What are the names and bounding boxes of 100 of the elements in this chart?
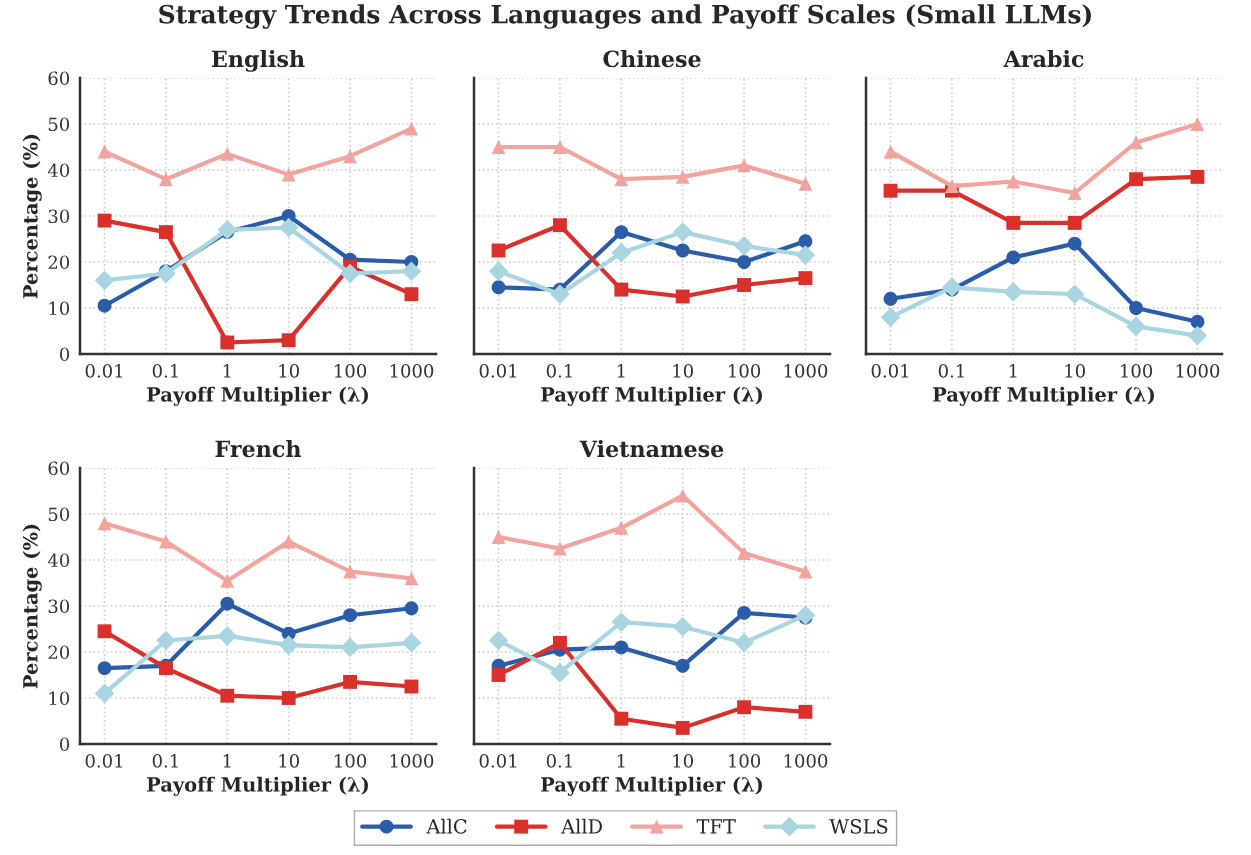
point (343, 608, 358, 623)
point (1187, 325, 1208, 346)
x-tick-label: 10 (279, 754, 299, 768)
point (734, 236, 754, 256)
x-tick-label: 1 (1009, 364, 1017, 378)
x-tick-label: 1000 (1176, 364, 1220, 378)
point (404, 287, 419, 302)
point (675, 658, 690, 673)
point (278, 217, 299, 238)
point (672, 222, 693, 242)
point (220, 688, 235, 703)
point (1190, 314, 1205, 329)
point (737, 278, 752, 292)
y-tick-label: 60 (48, 71, 70, 86)
point (1129, 301, 1144, 315)
point (614, 711, 629, 726)
point (220, 596, 235, 611)
y-tick-label: 30 (48, 209, 70, 224)
point (614, 640, 629, 655)
x-tick-label: 100 (335, 754, 367, 768)
x-tick-label: 0.01 (479, 754, 517, 768)
point (675, 488, 690, 503)
point (404, 601, 419, 616)
x-tick-label: 0.01 (85, 364, 123, 378)
y-tick-label: 0 (59, 737, 70, 752)
x-tick-label: 1000 (390, 364, 434, 378)
point (340, 263, 360, 284)
x-tick-label: 0.1 (152, 754, 178, 768)
x-axis-title: Payoff Multiplier (λ) (933, 386, 1154, 406)
point (343, 564, 358, 579)
point (614, 225, 629, 240)
point (220, 146, 235, 161)
point (158, 534, 173, 549)
point (1006, 174, 1021, 189)
point (1067, 236, 1082, 251)
point (97, 213, 112, 228)
point (1064, 284, 1085, 305)
y-tick-label: 50 (48, 507, 70, 522)
point (97, 516, 112, 531)
point (614, 520, 629, 535)
point (1067, 215, 1082, 230)
point (1006, 250, 1021, 265)
y-tick-label: 40 (47, 553, 70, 568)
point (158, 172, 173, 187)
point (942, 277, 962, 298)
x-tick-label: 10 (673, 364, 693, 378)
point (491, 280, 506, 295)
x-tick-label: 10 (673, 754, 693, 768)
point (883, 144, 898, 159)
point (1126, 316, 1146, 337)
x-tick-label: 0.01 (479, 364, 517, 378)
legend-label: AllC (426, 818, 467, 834)
x-tick-label: 10 (279, 364, 299, 378)
point (1190, 169, 1205, 184)
point (340, 637, 360, 658)
y-tick-label: 20 (48, 645, 70, 660)
point (97, 661, 112, 676)
point (1129, 135, 1144, 150)
x-tick-label: 100 (729, 364, 761, 378)
x-axis-title: Payoff Multiplier (λ) (541, 776, 762, 796)
point (220, 573, 235, 588)
point (97, 144, 112, 159)
point (734, 632, 754, 653)
y-axis-title: Percentage (%) (22, 134, 42, 299)
y-tick-label: 60 (48, 461, 70, 476)
point (552, 541, 567, 556)
point (491, 668, 506, 682)
point (737, 546, 752, 561)
point (156, 630, 176, 651)
point (675, 169, 690, 184)
x-tick-label: 0.1 (546, 754, 572, 768)
point (281, 333, 296, 348)
x-axis-title: Payoff Multiplier (λ) (147, 386, 368, 406)
point (675, 243, 690, 258)
point (278, 635, 299, 655)
point (404, 121, 419, 136)
x-tick-label: 0.1 (938, 364, 964, 378)
point (798, 271, 813, 286)
point (281, 534, 296, 549)
point (880, 307, 901, 328)
chart-title: Arabic (1003, 50, 1084, 68)
point (611, 242, 632, 263)
chart-title: English (211, 50, 305, 72)
x-tick-label: 1 (223, 754, 231, 768)
y-axis-title: Percentage (%) (22, 524, 42, 689)
point (158, 225, 173, 240)
x-tick-label: 1 (617, 754, 625, 768)
point (611, 612, 632, 632)
point (281, 691, 296, 705)
point (94, 270, 115, 291)
point (404, 571, 419, 586)
y-tick-label: 10 (49, 691, 70, 706)
y-tick-label: 20 (48, 255, 70, 270)
point (491, 140, 506, 154)
point (737, 255, 752, 269)
point (97, 624, 112, 639)
point (343, 149, 358, 164)
chart-title: French (215, 440, 302, 458)
point (1003, 282, 1024, 302)
point (281, 167, 296, 182)
